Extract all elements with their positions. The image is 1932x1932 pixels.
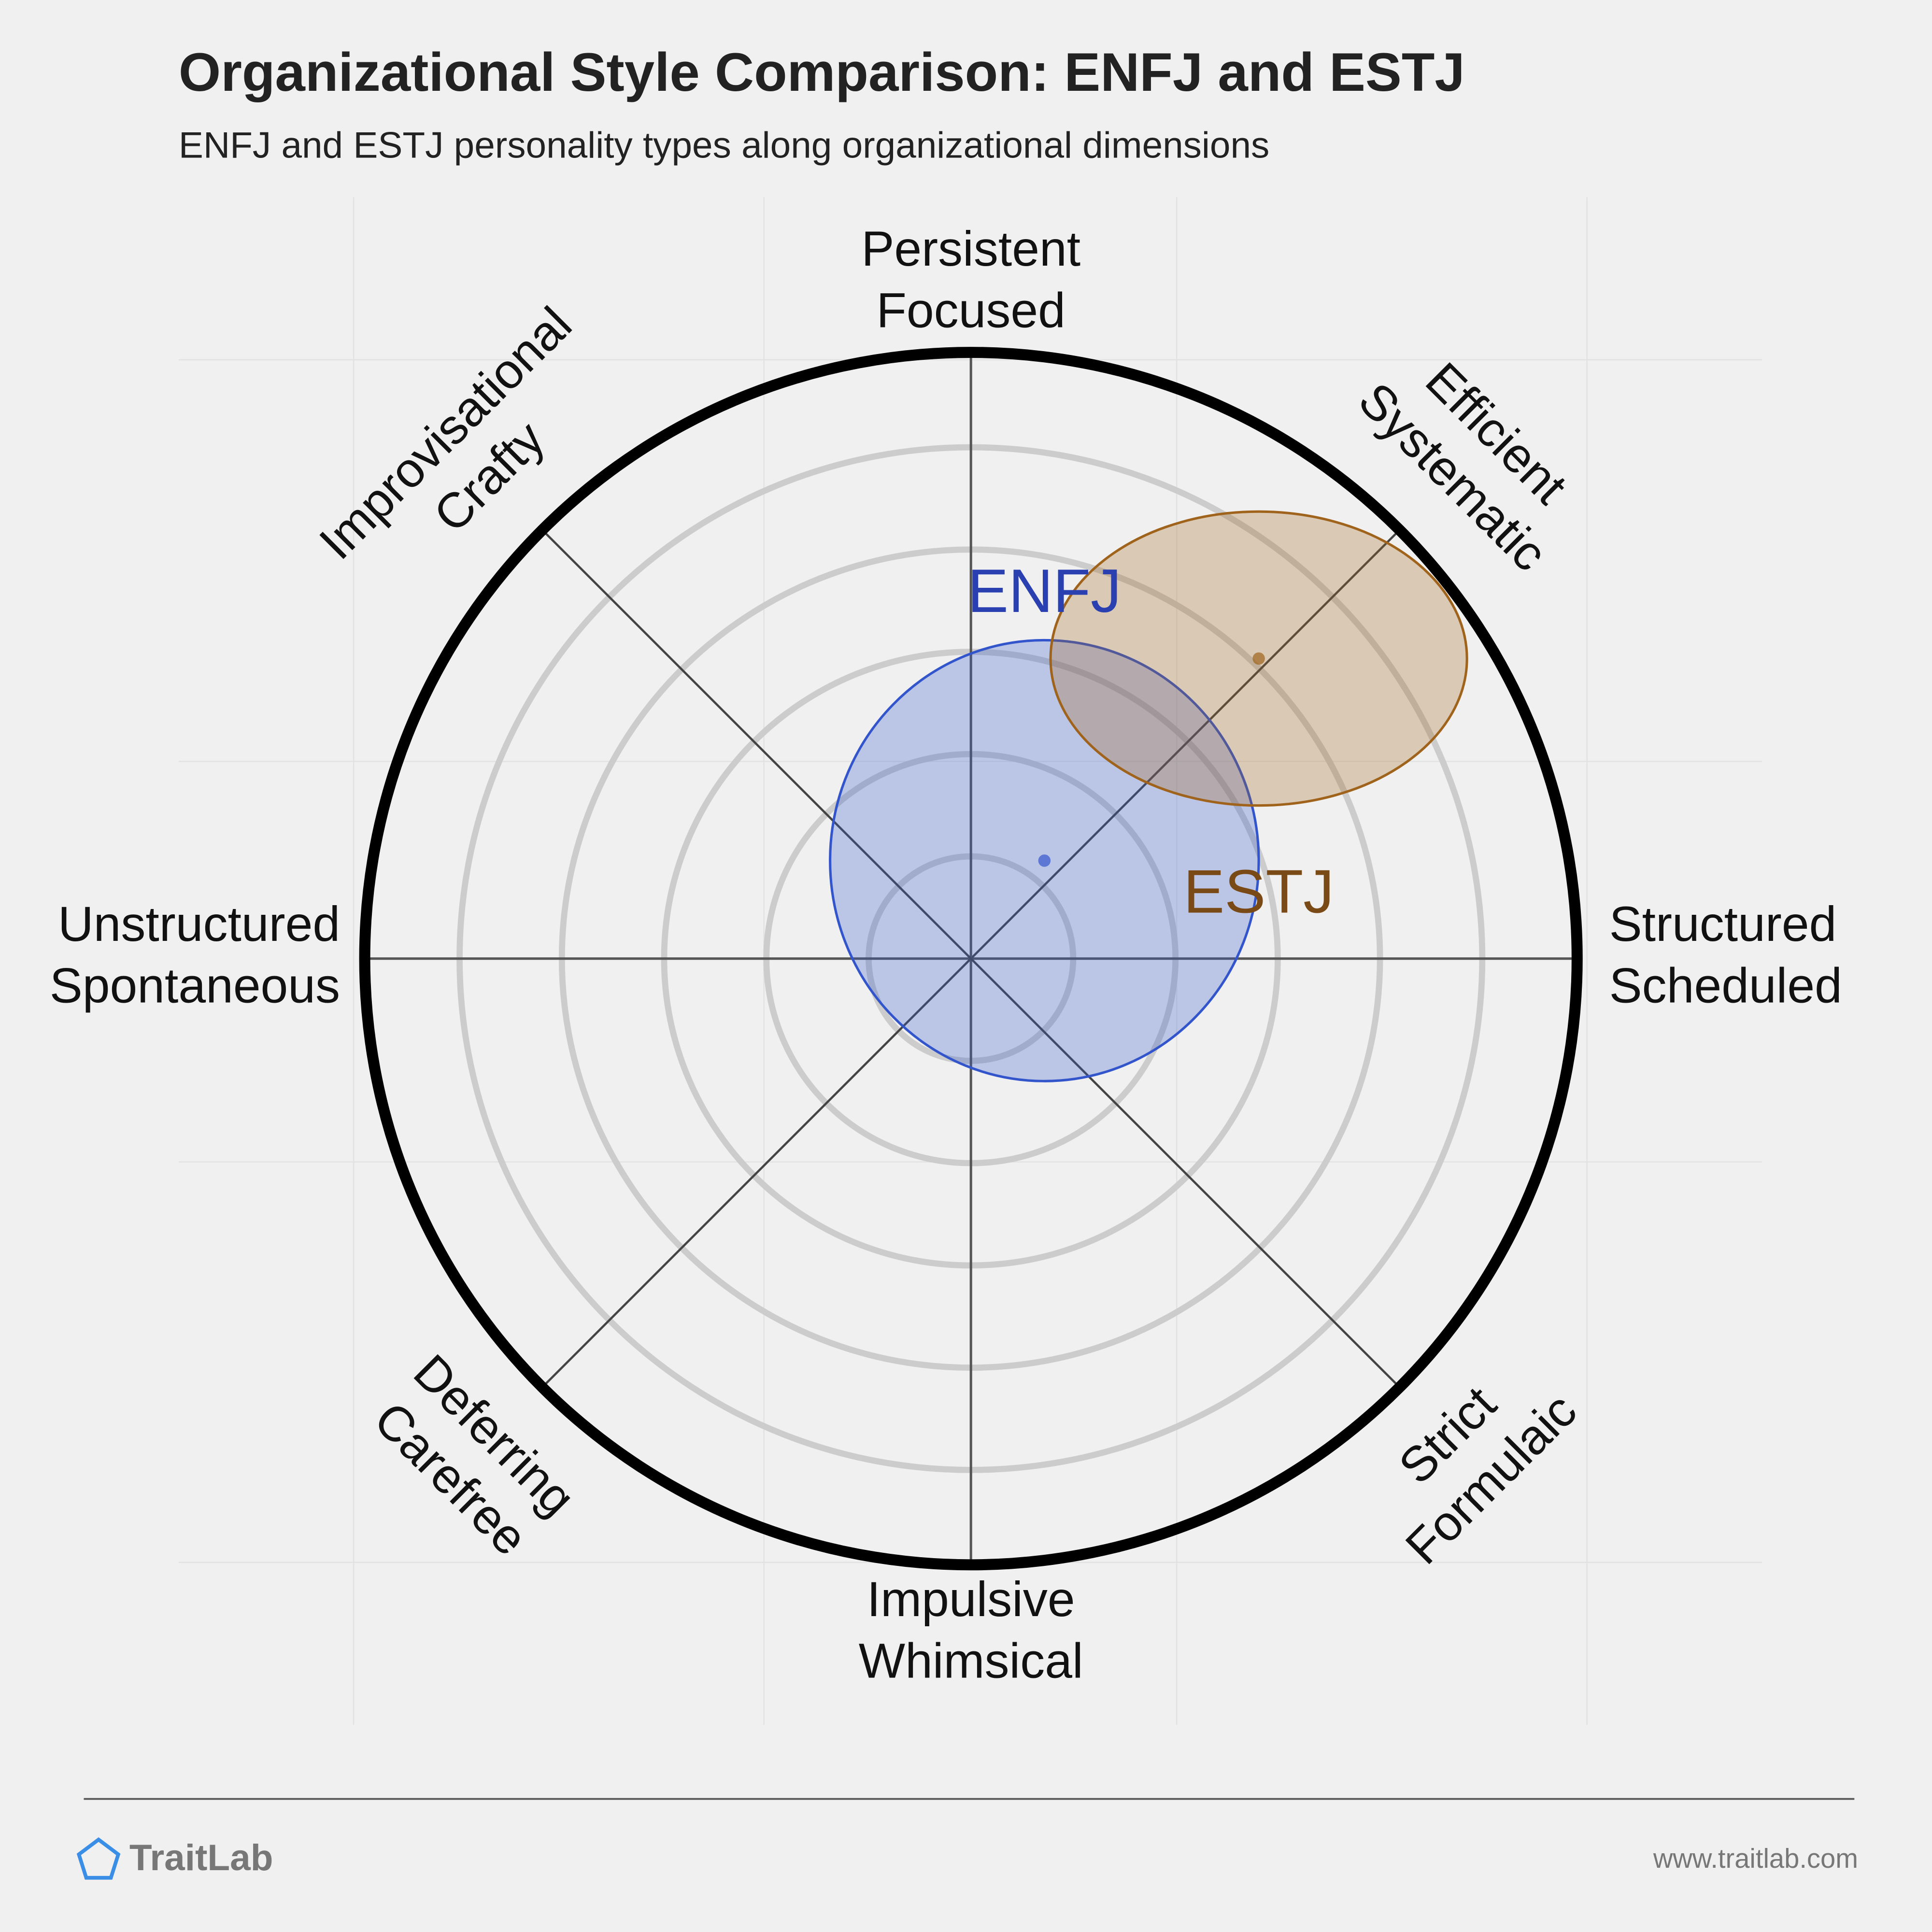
axis-label-line: Structured xyxy=(1609,896,1837,952)
axis-label: Persistent Focused xyxy=(861,221,1080,338)
axis-label-line: Whimsical xyxy=(859,1633,1083,1688)
logo-icon xyxy=(76,1837,121,1880)
url: www.traitlab.com xyxy=(1653,1843,1858,1874)
axis-label-line: Persistent xyxy=(861,221,1080,276)
type-center xyxy=(1252,652,1265,665)
axis-line xyxy=(541,529,1401,1388)
axis-label-line: Impulsive xyxy=(867,1572,1075,1627)
axis-label-line: Spontaneous xyxy=(50,958,340,1013)
chart-title: Organizational Style Comparison: ENFJ an… xyxy=(179,42,1465,102)
axis-label: Structured Scheduled xyxy=(1609,896,1842,1013)
chart-subtitle: ENFJ and ESTJ personality types along or… xyxy=(179,125,1269,166)
outer-ring xyxy=(359,347,1583,1571)
type-label: ESTJ xyxy=(1183,857,1334,926)
axis-label: Impulsive Whimsical xyxy=(859,1572,1083,1689)
type-center xyxy=(1038,854,1051,867)
type-label: ENFJ xyxy=(967,557,1122,625)
axis-label-line: Focused xyxy=(877,283,1065,338)
axis-label-line: Scheduled xyxy=(1609,958,1842,1013)
axis-label: Unstructured Spontaneous xyxy=(50,896,340,1013)
axis-label-line: Unstructured xyxy=(58,896,340,952)
brand: TraitLab xyxy=(129,1837,273,1878)
